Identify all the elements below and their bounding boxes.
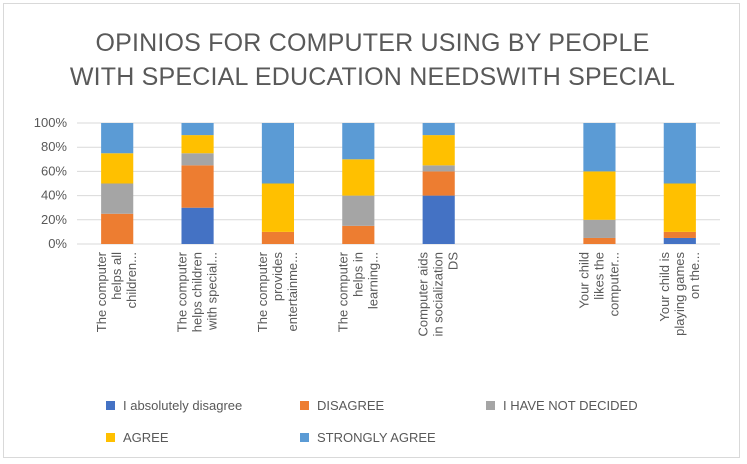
bar-segment — [181, 153, 214, 166]
bar-segment — [181, 165, 214, 208]
x-category-label: Your child — [576, 252, 591, 309]
bar-segment — [583, 219, 616, 238]
bar-segment — [583, 171, 616, 220]
bar-segment — [422, 171, 455, 196]
bar-segment — [261, 183, 295, 232]
x-category-label: likes the — [591, 252, 606, 300]
x-category-label: The computer — [175, 251, 190, 332]
bar-segment — [342, 195, 375, 226]
bar-segment — [181, 207, 214, 244]
bar-segment — [422, 195, 455, 244]
y-tick-label: 60% — [41, 163, 67, 178]
bar-segment — [583, 123, 616, 172]
bar-segment — [101, 153, 134, 184]
bar-segment — [663, 231, 696, 238]
x-category-label: learning... — [365, 252, 380, 309]
x-category-label: The computer — [255, 251, 270, 332]
y-tick-label: 40% — [41, 188, 67, 203]
y-tick-label: 0% — [48, 236, 67, 251]
x-category-label: helps all — [109, 252, 124, 300]
x-category-label: provides — [270, 252, 285, 302]
x-category-label: DS — [446, 252, 461, 270]
x-category-label: helps in — [350, 252, 365, 297]
x-category-label: playing games — [672, 252, 687, 336]
chart-title: OPINIOS FOR COMPUTER USING BY PEOPLE WIT… — [4, 26, 741, 94]
x-category-label: Your child is — [657, 252, 672, 322]
bar-segment — [261, 123, 295, 184]
x-category-label: helps children — [190, 252, 205, 332]
bar-segment — [422, 135, 455, 166]
x-category-label: Computer aids — [416, 252, 431, 337]
bar-segment — [261, 231, 295, 244]
bar-segment — [101, 123, 134, 154]
bar-segment — [342, 159, 375, 196]
bar-segment — [663, 183, 696, 232]
bar-segment — [663, 123, 696, 184]
bar-segment — [583, 237, 616, 244]
y-tick-label: 20% — [41, 212, 67, 227]
bar-segment — [181, 123, 214, 136]
x-category-label: in socialization — [431, 252, 446, 337]
x-category-label: on the... — [687, 252, 702, 299]
bar-segment — [101, 183, 134, 214]
bar-segment — [422, 165, 455, 172]
x-category-label: with special... — [205, 252, 220, 331]
y-tick-label: 100% — [34, 115, 68, 130]
x-category-label: computer... — [606, 252, 621, 316]
x-category-label: The computer — [94, 251, 109, 332]
bar-segment — [342, 225, 375, 244]
bar-segment — [181, 135, 214, 154]
bar-segment — [342, 123, 375, 160]
bar-segment — [663, 237, 696, 244]
x-category-label: entertainme... — [285, 252, 300, 332]
chart-title-line-2: WITH SPECIAL EDUCATION NEEDSWITH SPECIAL — [69, 63, 676, 91]
bar-segment — [422, 123, 455, 136]
x-category-label: children... — [124, 252, 139, 308]
x-category-label: The computer — [335, 251, 350, 332]
y-tick-label: 80% — [41, 139, 67, 154]
bar-segment — [101, 213, 134, 244]
chart-title-line-1: OPINIOS FOR COMPUTER USING BY PEOPLE — [95, 29, 650, 57]
